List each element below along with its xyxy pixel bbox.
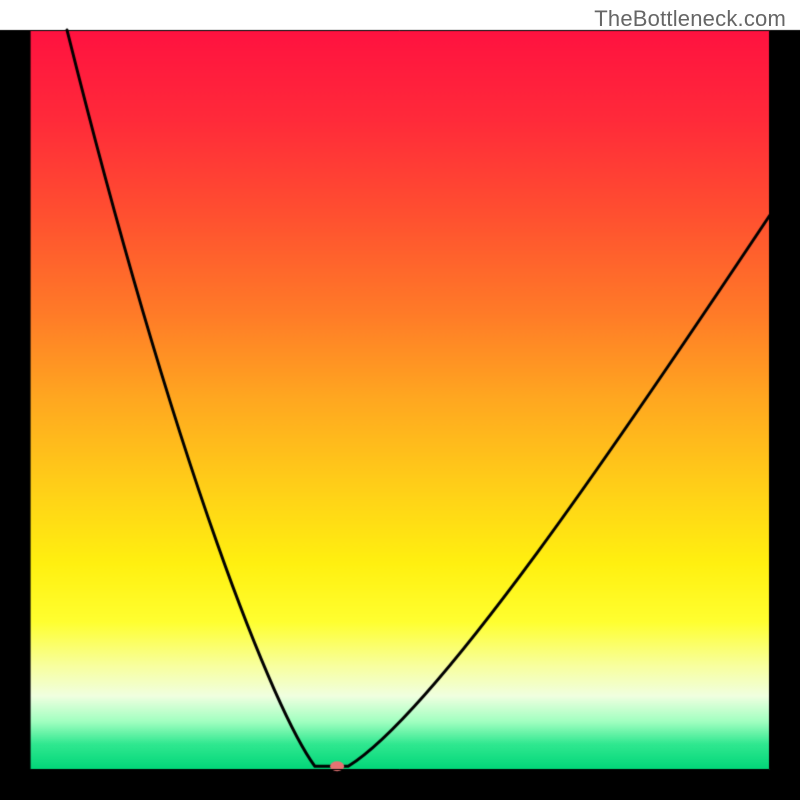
watermark-text: TheBottleneck.com (594, 6, 786, 32)
chart-container: TheBottleneck.com (0, 0, 800, 800)
bottleneck-curve-chart (0, 0, 800, 800)
